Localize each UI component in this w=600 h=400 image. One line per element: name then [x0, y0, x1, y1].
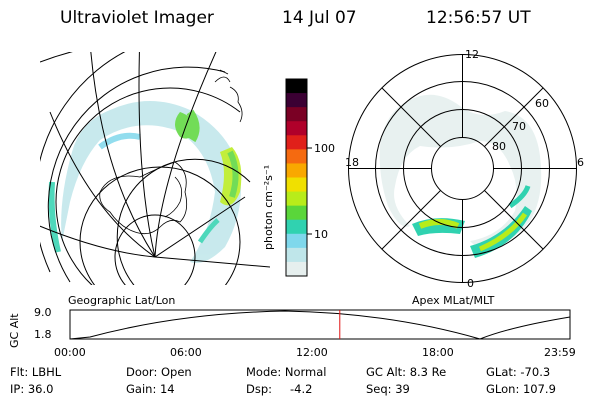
colorbar-segment [286, 219, 307, 235]
geographic-caption: Geographic Lat/Lon [68, 294, 176, 307]
timeline-frame [69, 309, 571, 340]
gain-info: Gain: 14 [126, 382, 175, 396]
timeline-ytick-top: 9.0 [34, 306, 52, 319]
filter-info: Flt: LBHL [10, 365, 62, 379]
aurora-emission-left [48, 101, 242, 263]
mode-info: Mode: Normal [246, 365, 327, 379]
instrument-title: Ultraviolet Imager [60, 8, 214, 28]
timeline-xtick-0: 00:00 [54, 346, 86, 359]
timeline-ytick-bottom: 1.8 [34, 328, 52, 341]
colorbar-segment [286, 79, 307, 94]
colorbar-scale [286, 79, 307, 277]
colorbar-segment [286, 247, 307, 263]
mlat-label-80: 80 [492, 140, 506, 153]
mlt-label-12: 12 [465, 48, 479, 61]
mlt-label-0: 0 [467, 277, 474, 290]
door-info: Door: Open [126, 365, 192, 379]
colorbar-segment [286, 107, 307, 122]
mlt-label-6: 6 [577, 156, 584, 169]
colorbar-segment [286, 93, 307, 108]
colorbar-segment [286, 205, 307, 221]
timeline-xtick-2: 12:00 [296, 346, 328, 359]
mlat-label-60: 60 [535, 97, 549, 110]
altitude-timeline [69, 309, 571, 340]
colorbar-segment [286, 149, 307, 164]
mlat-label-70: 70 [512, 120, 526, 133]
colorbar-segment [286, 135, 307, 150]
timeline-ylabel: GC Alt [8, 313, 21, 348]
colorbar [285, 78, 312, 277]
coastline [99, 69, 243, 235]
mlt-label-18: 18 [345, 156, 359, 169]
colorbar-segment [286, 163, 307, 178]
ip-info: IP: 36.0 [10, 382, 54, 396]
dsp-label: Dsp: [246, 382, 273, 396]
seq-info: Seq: 39 [366, 382, 410, 396]
colorbar-segment [286, 233, 307, 249]
altitude-curve [69, 310, 571, 340]
colorbar-segment [286, 121, 307, 136]
geographic-map [40, 52, 270, 285]
polar-grid [348, 54, 577, 283]
timeline-xtick-4: 23:59 [544, 346, 576, 359]
colorbar-segment [286, 177, 307, 193]
colorbar-tick-100: 100 [314, 142, 335, 155]
colorbar-segment [286, 191, 307, 207]
apex-caption: Apex MLat/MLT [412, 294, 495, 307]
colorbar-segment [286, 261, 307, 277]
colorbar-unit-label: photon cm⁻²s⁻¹ [262, 164, 275, 250]
aurora-emission-right [379, 94, 542, 258]
gc-alt-info: GC Alt: 8.3 Re [366, 365, 447, 379]
latlon-grid [40, 52, 270, 285]
time-label: 12:56:57 UT [426, 8, 531, 28]
glon-info: GLon: 107.9 [486, 382, 556, 396]
dsp-value: -4.2 [290, 382, 313, 396]
colorbar-tick-10: 10 [314, 228, 328, 241]
date-label: 14 Jul 07 [282, 8, 357, 28]
timeline-xtick-3: 18:00 [422, 346, 454, 359]
polar-plot [348, 54, 577, 283]
timeline-xtick-1: 06:00 [170, 346, 202, 359]
glat-info: GLat: -70.3 [486, 365, 551, 379]
